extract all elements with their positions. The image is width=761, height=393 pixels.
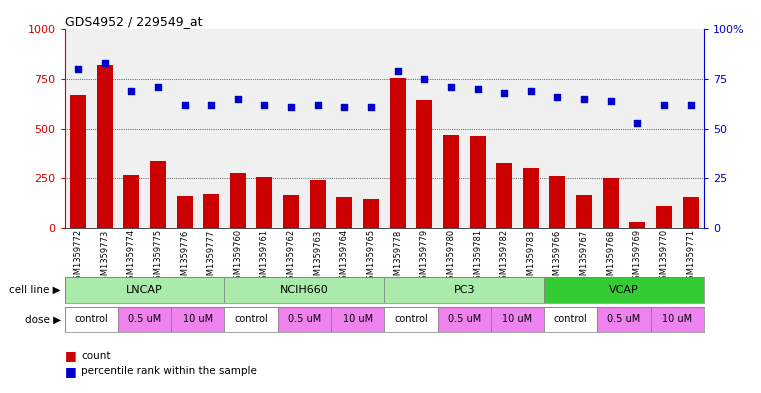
Bar (283, 195, 299, 228)
Bar (70, 95, 86, 228)
Point (524, 88, 537, 94)
Text: control: control (554, 314, 587, 324)
Point (258, 102, 271, 108)
Bar (496, 163, 512, 228)
Bar (544, 277, 704, 303)
Bar (123, 175, 139, 228)
Point (578, 96, 590, 102)
Bar (576, 195, 592, 228)
Bar (363, 199, 379, 228)
Bar (416, 100, 432, 228)
Bar (384, 307, 438, 332)
Bar (491, 307, 544, 332)
Bar (438, 307, 491, 332)
Bar (603, 178, 619, 228)
Text: 10 uM: 10 uM (183, 314, 213, 324)
Point (312, 102, 324, 108)
Text: cell line ▶: cell line ▶ (9, 285, 61, 295)
Bar (336, 197, 352, 228)
Text: GDS4952 / 229549_at: GDS4952 / 229549_at (65, 15, 202, 28)
Text: 10 uM: 10 uM (342, 314, 373, 324)
Point (365, 104, 377, 110)
Bar (470, 136, 486, 228)
Bar (549, 176, 565, 228)
Bar (390, 78, 406, 228)
Point (444, 84, 457, 90)
Bar (651, 307, 704, 332)
Bar (523, 168, 539, 228)
Point (604, 98, 616, 104)
Point (231, 96, 244, 102)
Point (205, 102, 218, 108)
Bar (177, 196, 193, 228)
Text: 0.5 uM: 0.5 uM (128, 314, 161, 324)
Text: 0.5 uM: 0.5 uM (607, 314, 641, 324)
Bar (65, 277, 224, 303)
Bar (278, 307, 331, 332)
Point (285, 104, 297, 110)
Bar (65, 307, 118, 332)
Bar (203, 194, 219, 228)
Text: ■: ■ (65, 349, 76, 362)
Text: ■: ■ (65, 365, 76, 378)
Point (419, 76, 431, 82)
Bar (224, 277, 384, 303)
Text: percentile rank within the sample: percentile rank within the sample (81, 366, 257, 376)
Point (338, 104, 350, 110)
Text: LNCAP: LNCAP (126, 285, 163, 295)
Bar (629, 222, 645, 228)
Text: 0.5 uM: 0.5 uM (447, 314, 481, 324)
Point (98, 60, 111, 66)
Bar (171, 307, 224, 332)
Point (631, 119, 643, 126)
Bar (256, 177, 272, 228)
Bar (443, 135, 459, 228)
Bar (331, 307, 384, 332)
Point (471, 86, 484, 92)
Text: control: control (234, 314, 268, 324)
Point (684, 102, 696, 108)
Text: count: count (81, 351, 111, 361)
Text: 10 uM: 10 uM (502, 314, 533, 324)
Text: NCIH660: NCIH660 (280, 285, 329, 295)
Bar (544, 307, 597, 332)
Bar (230, 173, 246, 228)
Text: 0.5 uM: 0.5 uM (288, 314, 321, 324)
Point (125, 88, 137, 94)
Bar (118, 307, 171, 332)
Bar (597, 307, 651, 332)
Text: 10 uM: 10 uM (662, 314, 693, 324)
Bar (150, 162, 166, 228)
Bar (656, 206, 672, 228)
Point (151, 84, 164, 90)
Bar (310, 180, 326, 228)
Point (498, 90, 510, 96)
Text: VCAP: VCAP (609, 285, 639, 295)
Text: PC3: PC3 (454, 285, 475, 295)
Bar (224, 307, 278, 332)
Bar (683, 197, 699, 228)
Bar (97, 65, 113, 228)
Point (391, 68, 403, 74)
Point (551, 94, 563, 100)
Point (72, 66, 84, 72)
Point (178, 102, 190, 108)
Text: dose ▶: dose ▶ (25, 314, 61, 324)
Point (658, 102, 670, 108)
Text: control: control (394, 314, 428, 324)
Bar (384, 277, 544, 303)
Text: control: control (75, 314, 108, 324)
